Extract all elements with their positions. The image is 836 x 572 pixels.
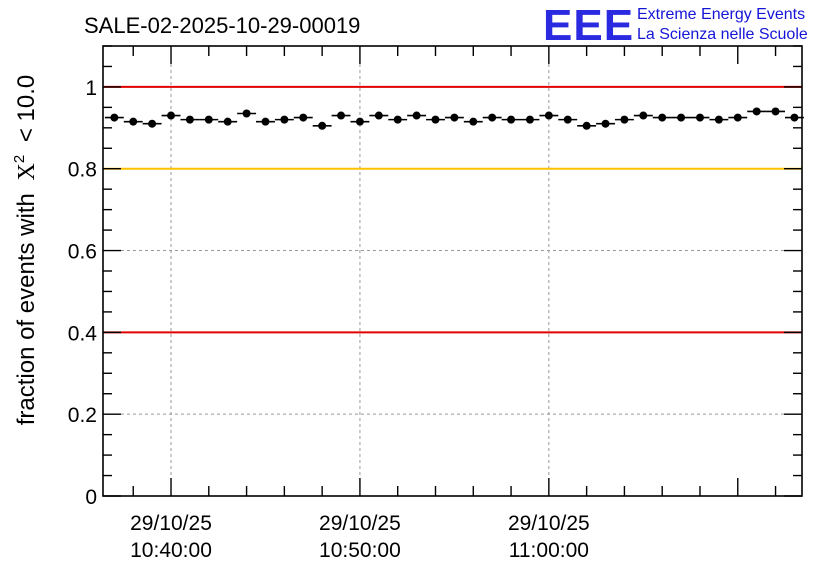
- data-point-marker: [639, 111, 648, 120]
- data-point: [369, 111, 389, 120]
- data-point: [388, 115, 408, 124]
- data-point: [633, 111, 653, 120]
- data-point: [312, 121, 332, 130]
- data-point-marker: [620, 115, 629, 124]
- data-point: [558, 115, 578, 124]
- data-point: [331, 111, 351, 120]
- data-point: [123, 117, 143, 126]
- data-point-marker: [450, 113, 459, 122]
- y-tick-label: 0.4: [68, 322, 98, 345]
- data-point: [444, 113, 464, 122]
- data-point-marker: [337, 111, 346, 120]
- data-point: [577, 121, 597, 130]
- data-point-marker: [185, 115, 194, 124]
- data-point: [237, 109, 257, 118]
- data-point-marker: [544, 111, 553, 120]
- data-point-marker: [488, 113, 497, 122]
- reference-lines: [103, 85, 802, 334]
- data-point-marker: [393, 115, 402, 124]
- data-point: [142, 119, 162, 128]
- x-tick-label-time: 11:00:00: [509, 539, 589, 562]
- axes: [102, 45, 803, 497]
- grid: [103, 46, 802, 496]
- data-point: [463, 117, 483, 126]
- data-point-marker: [318, 121, 327, 130]
- data-point-marker: [677, 113, 686, 122]
- data-point: [293, 113, 313, 122]
- data-point: [690, 113, 710, 122]
- data-point-marker: [242, 109, 251, 118]
- data-point: [728, 113, 748, 122]
- data-point-marker: [280, 115, 289, 124]
- data-point-marker: [299, 113, 308, 122]
- data-point-marker: [129, 117, 138, 126]
- data-point-marker: [223, 117, 232, 126]
- data-point-marker: [507, 115, 516, 124]
- data-point: [218, 117, 238, 126]
- data-point: [482, 113, 502, 122]
- data-point-marker: [261, 117, 270, 126]
- data-point: [426, 115, 445, 124]
- y-tick-label: 0.2: [68, 404, 97, 427]
- data-point: [539, 111, 559, 120]
- x-tick-label-date: 29/10/25: [508, 512, 590, 535]
- data-point-marker: [412, 111, 421, 120]
- data-point: [501, 115, 521, 124]
- data-point: [256, 117, 275, 126]
- data-point-marker: [148, 119, 157, 128]
- eee-logo-line1: Extreme Energy Events: [637, 6, 805, 23]
- data-point-marker: [204, 115, 213, 124]
- data-point: [671, 113, 691, 122]
- data-point: [274, 115, 294, 124]
- tick-labels: 0 0.2 0.4 0.6 0.8 1 29/10/25 10:40:00 29/10/25 10…: [68, 77, 590, 562]
- eee-logo-mark: EEE: [543, 1, 634, 50]
- data-point-marker: [167, 111, 176, 120]
- y-tick-label: 0.6: [68, 241, 97, 264]
- y-tick-label: 0: [85, 486, 97, 509]
- data-point-marker: [525, 115, 534, 124]
- data-point: [199, 115, 219, 124]
- data-points: [104, 107, 804, 130]
- x-tick-label-time: 10:50:00: [319, 539, 401, 562]
- data-point: [747, 107, 767, 116]
- eee-logo: EEE Extreme Energy Events La Scienza nel…: [543, 1, 808, 50]
- data-point-marker: [790, 113, 799, 122]
- data-point: [180, 115, 200, 124]
- data-point-marker: [601, 119, 610, 128]
- data-point: [520, 115, 540, 124]
- plot-frame: [102, 45, 803, 497]
- data-point-marker: [374, 111, 383, 120]
- data-point-marker: [110, 113, 119, 122]
- data-point-marker: [582, 121, 591, 130]
- data-point: [652, 113, 672, 122]
- data-point-marker: [658, 113, 667, 122]
- data-point-marker: [355, 117, 364, 126]
- y-axis-label: fraction of events with X2 < 10.0: [3, 75, 40, 426]
- data-point: [766, 107, 785, 116]
- data-point-marker: [771, 107, 780, 116]
- x-tick-label-date: 29/10/25: [130, 512, 212, 535]
- data-point: [784, 113, 804, 122]
- chart-title: SALE-02-2025-10-29-00019: [84, 13, 360, 38]
- x-tick-label-time: 10:40:00: [130, 539, 212, 562]
- data-point-marker: [563, 115, 572, 124]
- data-point: [614, 115, 634, 124]
- data-point-marker: [469, 117, 478, 126]
- x-tick-label-date: 29/10/25: [319, 512, 401, 535]
- eee-logo-line2: La Scienza nelle Scuole: [637, 26, 808, 43]
- y-tick-label: 0.8: [68, 159, 97, 182]
- data-point: [407, 111, 427, 120]
- data-point: [709, 115, 729, 124]
- data-point-marker: [733, 113, 742, 122]
- data-point: [161, 111, 181, 120]
- data-point: [104, 113, 124, 122]
- data-point: [596, 119, 615, 128]
- data-point-marker: [695, 113, 704, 122]
- data-point-marker: [752, 107, 761, 116]
- data-point: [350, 117, 370, 126]
- data-point-marker: [714, 115, 723, 124]
- y-tick-label: 1: [85, 77, 97, 100]
- data-point-marker: [431, 115, 440, 124]
